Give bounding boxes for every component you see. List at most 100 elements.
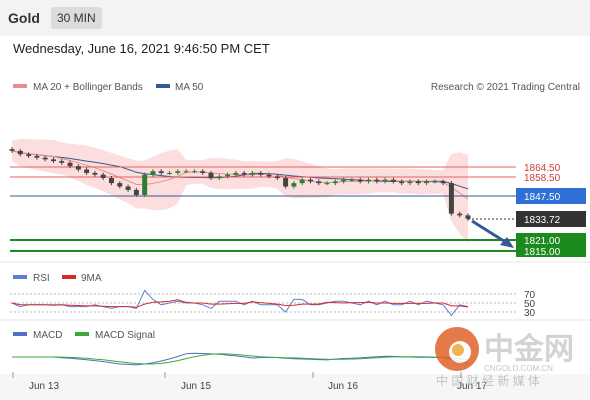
pivot-label: 1847.50 [524,192,561,203]
candle-body [258,172,264,175]
candle-body [59,161,65,163]
candle-body [9,149,15,151]
candle-body [399,181,405,184]
candle-body [92,172,98,175]
rsi-ma-legend-label: 9MA [81,273,102,284]
credit-label: Research © 2021 Trading Central [431,82,580,93]
watermark-subtitle: 中 国 财 经 新 媒 体 [436,373,540,388]
candle-body [374,179,380,182]
candle-body [382,179,388,182]
candle-body [158,171,164,173]
macd-signal-legend-swatch [75,332,89,336]
resistance-2-label: 1864.50 [524,163,561,174]
rsi-70-label: 70 [524,290,536,301]
candle-body [84,169,90,173]
forecast-arrow [471,219,508,245]
candle-body [34,155,40,158]
candle-body [26,154,32,156]
forecast-arrow-head [500,237,514,248]
candle-body [200,171,206,173]
timeframe-badge[interactable]: 30 MIN [51,7,102,29]
candle-body [283,178,289,187]
candle-body [291,183,297,187]
ma20-legend-swatch [13,84,27,88]
candle-body [100,174,106,179]
candle-body [349,179,355,181]
candle-body [150,171,156,175]
ma50-legend-label: MA 50 [175,82,204,93]
macd-legend-label: MACD [33,330,62,341]
candle-body [167,172,173,174]
macd-legend-swatch [13,332,27,336]
candle-body [407,181,413,184]
candle-body [133,189,139,195]
ma50-legend-swatch [156,84,170,88]
candle-body [341,179,347,182]
candle-body [307,179,313,182]
candle-body [457,213,463,216]
candle-body [42,157,48,160]
x-tick-label: Jun 15 [181,381,211,392]
candle-body [183,171,189,173]
instrument-title: Gold [8,10,40,26]
x-tick-label: Jun 17 [457,381,487,392]
x-tick-label: Jun 16 [328,381,358,392]
macd-line [12,352,469,366]
candle-body [274,176,280,179]
ma50-line [11,150,469,190]
candle-body [249,172,255,175]
bollinger-band [12,139,468,244]
ma20-legend-label: MA 20 + Bollinger Bands [33,82,143,93]
candle-body [415,181,421,184]
candle-body [432,181,438,183]
resistance-1-label: 1858.50 [524,173,561,184]
x-tick-label: Jun 13 [29,381,59,392]
candle-body [225,174,231,177]
candle-body [390,179,396,182]
rsi-ma-line [11,299,469,308]
candle-body [17,150,23,155]
chart-header: Gold 30 MIN [0,0,590,36]
candlesticks [9,147,471,221]
watermark-logo-dot [452,344,464,356]
watermark-brand: 中金网 [484,332,574,366]
support-1-label: 1821.00 [524,236,561,247]
candle-body [357,179,363,182]
candle-body [241,172,247,175]
rsi-legend-label: RSI [33,273,50,284]
candle-body [125,186,131,190]
rsi-ma-legend-swatch [62,275,76,279]
candle-body [324,183,330,185]
support-2-label: 1815.00 [524,247,561,258]
candle-body [440,181,446,184]
candle-body [465,215,471,219]
candle-body [366,179,372,182]
candle-body [117,183,123,187]
chart-datetime: Wednesday, June 16, 2021 9:46:50 PM CET [13,41,270,56]
rsi-30-label: 30 [524,308,536,319]
candle-body [108,178,114,184]
candle-body [424,181,430,184]
pivot-tag [516,188,586,204]
candle-body [216,176,222,179]
watermark: 中金网 CNGOLD.COM.CN 中 国 财 经 新 媒 体 [435,327,574,388]
rsi-50-label: 50 [524,299,536,310]
time-axis [0,374,590,400]
candle-body [67,162,73,167]
candle-body [316,181,322,184]
bollinger-band-area [12,139,468,244]
watermark-domain: CNGOLD.COM.CN [484,364,553,373]
candle-body [142,174,148,195]
candle-body [448,183,454,214]
candle-body [50,159,56,162]
candle-body [175,171,181,173]
support-tag [516,233,586,257]
macd-signal-legend-label: MACD Signal [95,330,155,341]
candle-body [208,172,214,179]
candle-body [191,171,197,173]
candle-body [75,166,81,170]
current-price-label: 1833.72 [524,215,561,226]
current-price-tag [516,211,586,227]
macd-signal-line [12,353,469,365]
